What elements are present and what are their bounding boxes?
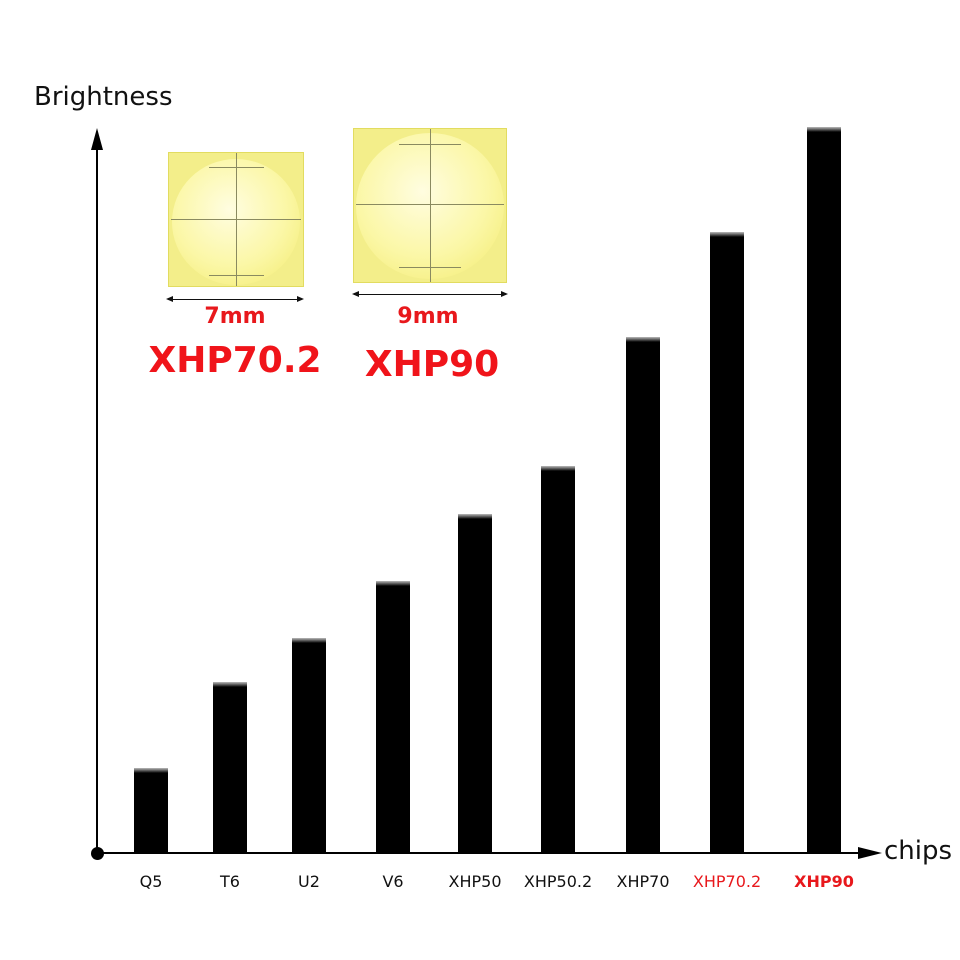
y-axis-arrow-icon: [91, 128, 103, 150]
bar-t6: [213, 682, 247, 853]
chip-model-label: XHP70.2: [148, 340, 322, 381]
x-axis: [97, 852, 867, 854]
bar-xhp50-2: [541, 466, 575, 853]
x-tick-label: XHP90: [794, 872, 854, 891]
bar-xhp70: [626, 337, 660, 853]
origin-dot: [91, 847, 104, 860]
bar-xhp90: [807, 127, 841, 853]
x-tick-label: XHP70.2: [692, 872, 762, 891]
y-axis: [96, 140, 98, 854]
chip-image-xhp90: [353, 128, 507, 283]
x-tick-label: U2: [298, 872, 320, 891]
x-tick-label: XHP50.2: [523, 872, 593, 891]
bar-u2: [292, 638, 326, 853]
chip-size-label: 9mm: [397, 304, 459, 329]
bar-xhp50: [458, 514, 492, 853]
x-tick-label: V6: [382, 872, 404, 891]
x-tick-label: T6: [220, 872, 240, 891]
y-axis-label: Brightness: [34, 82, 173, 112]
bar-v6: [376, 581, 410, 853]
chip-size-label: 7mm: [204, 304, 266, 329]
x-axis-arrow-icon: [858, 847, 882, 859]
x-tick-label: XHP50: [448, 872, 502, 891]
x-tick-label: Q5: [139, 872, 163, 891]
x-tick-label: XHP70: [616, 872, 670, 891]
chip-width-dimension: [352, 291, 508, 297]
chip-image-xhp70-2: [168, 152, 304, 287]
chip-width-dimension: [166, 296, 304, 302]
bar-xhp70-2: [710, 232, 744, 853]
x-axis-label: chips: [884, 836, 953, 866]
bar-q5: [134, 768, 168, 853]
chip-model-label: XHP90: [364, 344, 500, 385]
